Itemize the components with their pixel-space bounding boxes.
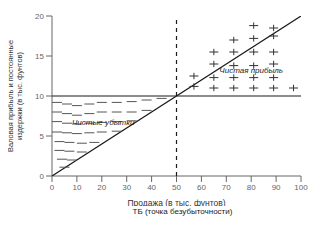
svg-text:40: 40 — [147, 183, 156, 192]
svg-text:20: 20 — [97, 183, 106, 192]
svg-text:15: 15 — [35, 52, 44, 61]
svg-text:Продажа (в тыс. фунтов): Продажа (в тыс. фунтов) — [127, 198, 225, 206]
svg-text:50: 50 — [172, 183, 181, 192]
svg-text:0: 0 — [40, 172, 45, 181]
svg-text:0: 0 — [50, 183, 55, 192]
svg-text:10: 10 — [72, 183, 81, 192]
svg-text:30: 30 — [122, 183, 131, 192]
svg-text:70: 70 — [222, 183, 231, 192]
svg-text:10: 10 — [35, 92, 44, 101]
svg-text:60: 60 — [197, 183, 206, 192]
html-text:ТБ (точка безубыточности): ТБ (точка безубыточности) — [132, 207, 233, 216]
svg-text:Валовая прибыль и постоянныеиз: Валовая прибыль и постоянныеиздержки (в … — [8, 40, 24, 152]
svg-text:100: 100 — [294, 183, 308, 192]
svg-text:Чистая прибыль: Чистая прибыль — [219, 66, 283, 75]
svg-text:20: 20 — [35, 12, 44, 21]
svg-text:5: 5 — [40, 132, 45, 141]
svg-text:90: 90 — [272, 183, 281, 192]
svg-text:Чистые убытки: Чистые убытки — [72, 118, 135, 127]
svg-text:80: 80 — [247, 183, 256, 192]
